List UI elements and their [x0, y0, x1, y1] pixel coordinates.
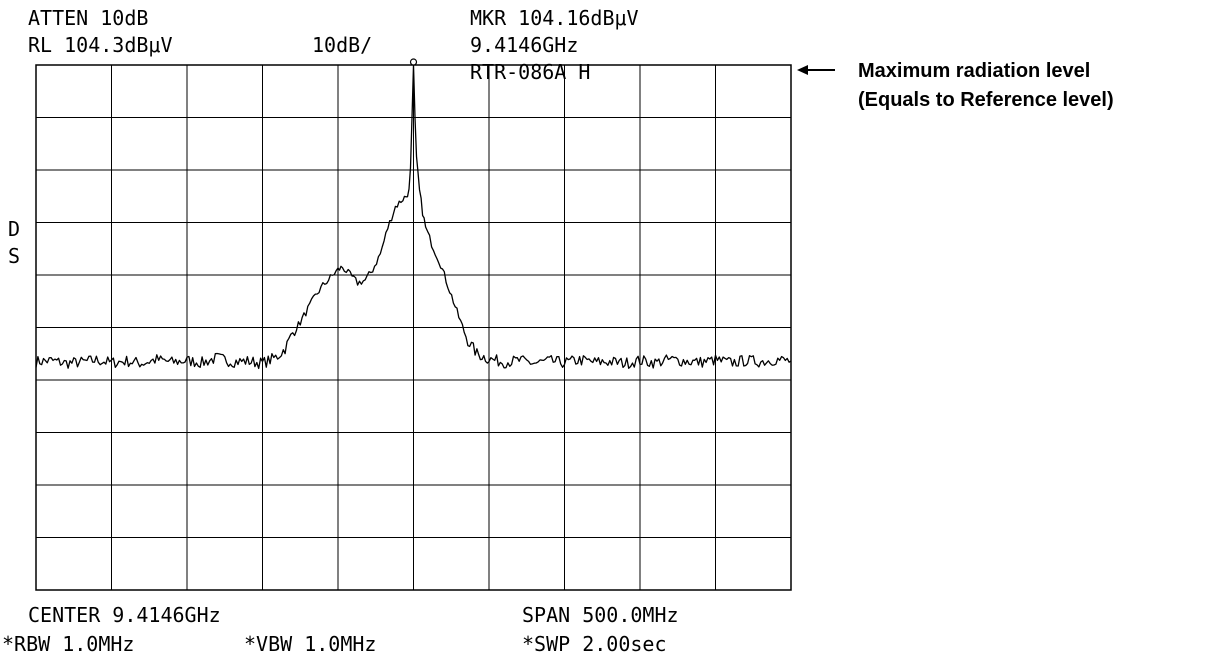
- annotation-line-2: (Equals to Reference level): [858, 89, 1114, 111]
- detector-d-label: D: [8, 217, 20, 241]
- span-readout: SPAN 500.0MHz: [522, 603, 679, 627]
- rbw-readout: *RBW 1.0MHz: [2, 632, 134, 656]
- detector-s-label: S: [8, 244, 20, 268]
- atten-readout: ATTEN 10dB: [28, 6, 148, 30]
- scale-readout: 10dB/: [312, 33, 372, 57]
- peak-marker: [409, 58, 418, 66]
- spectrum-trace: [35, 64, 792, 370]
- ref-level-readout: RL 104.3dBμV: [28, 33, 173, 57]
- vbw-readout: *VBW 1.0MHz: [244, 632, 376, 656]
- model-readout: RTR-086A H: [470, 60, 590, 84]
- center-freq-readout: CENTER 9.4146GHz: [28, 603, 221, 627]
- annotation-line-1: Maximum radiation level: [858, 60, 1090, 82]
- marker-freq-readout: 9.4146GHz: [470, 33, 578, 57]
- graticule: [36, 65, 791, 590]
- sweep-readout: *SWP 2.00sec: [522, 632, 667, 656]
- annotation-arrow-icon: [797, 65, 835, 75]
- marker-level-readout: MKR 104.16dBμV: [470, 6, 639, 30]
